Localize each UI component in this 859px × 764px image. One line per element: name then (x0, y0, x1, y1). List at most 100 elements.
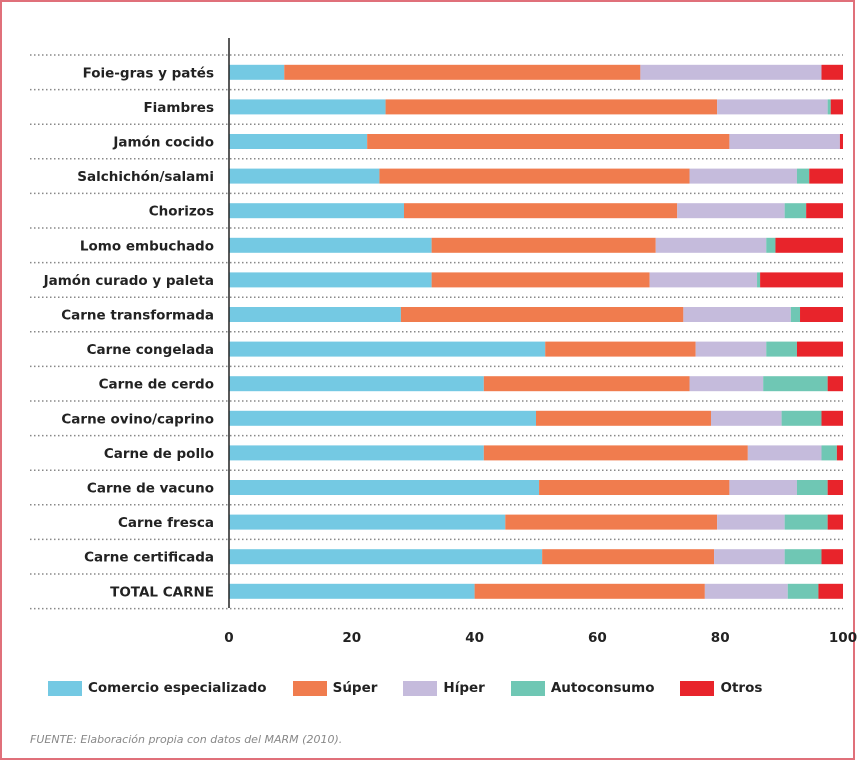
bar-segment (689, 376, 764, 392)
bar-segment (695, 341, 767, 357)
bar-segment (689, 168, 797, 184)
legend-item: Autoconsumo (510, 680, 655, 696)
bar-segment (229, 514, 506, 530)
legend-label: Híper (443, 680, 485, 696)
bar-segment (229, 480, 540, 495)
bar-segment (229, 272, 432, 288)
x-tick-label: 80 (711, 630, 730, 646)
legend-label: Súper (332, 680, 378, 696)
bar-segment (827, 480, 843, 495)
bar-segment (229, 410, 536, 426)
bar-segment (818, 583, 843, 599)
bar-segment (474, 583, 705, 599)
bar-segment (400, 307, 684, 322)
bar-segment (649, 272, 758, 288)
bars-group (229, 64, 843, 599)
legend-item: Súper (292, 680, 378, 696)
bar-segment (796, 168, 810, 184)
bar-segment (747, 445, 822, 461)
bar-segment (830, 99, 843, 115)
x-tick-label: 40 (465, 630, 484, 646)
bar-segment (766, 341, 797, 357)
legend-item: Híper (403, 680, 485, 696)
bar-segment (229, 549, 543, 565)
category-label: Carne de vacuno (87, 481, 214, 497)
bar-segment (284, 64, 641, 80)
bar-segment (229, 376, 484, 392)
bar-segment (760, 272, 843, 288)
category-label: Carne congelada (87, 342, 214, 358)
category-label: Jamón curado y paleta (43, 273, 214, 289)
bar-segment (536, 410, 711, 426)
bar-segment (683, 307, 791, 322)
bar-segment (821, 64, 843, 80)
bar-segment (704, 583, 788, 599)
category-label: Carne de pollo (104, 446, 214, 462)
legend-swatch (403, 680, 438, 696)
bar-segment (781, 410, 822, 426)
bar-segment (545, 341, 696, 357)
legend-label: Autoconsumo (550, 680, 655, 696)
bar-segment (717, 99, 828, 115)
bar-segment (229, 203, 404, 219)
bar-segment (229, 64, 285, 80)
bar-segment (763, 376, 828, 392)
category-label: Carne fresca (118, 515, 214, 531)
category-label: TOTAL CARNE (110, 584, 214, 600)
bar-segment (796, 341, 843, 357)
bar-segment (717, 514, 785, 530)
bar-segment (539, 480, 730, 495)
bar-segment (677, 203, 785, 219)
bar-segment (827, 99, 831, 115)
bar-segment (431, 237, 656, 253)
legend-label: Comercio especializado (88, 680, 267, 696)
bar-segment (640, 64, 822, 80)
bar-segment (229, 134, 368, 149)
category-label: Carne transformada (61, 308, 214, 324)
bar-segment (403, 203, 678, 219)
bar-segment (839, 134, 843, 149)
category-labels: Foie-gras y patés Fiambres Jamón cocido Sal… (43, 65, 214, 600)
bar-segment (806, 203, 843, 219)
bar-segment (367, 134, 730, 149)
bar-segment (505, 514, 718, 530)
legend-swatch (680, 680, 715, 696)
bar-segment (827, 376, 843, 392)
legend-item: Otros (680, 680, 762, 696)
legend-label: Otros (720, 680, 763, 696)
legend-swatch (510, 680, 545, 696)
bar-segment (775, 237, 843, 253)
bar-segment (784, 203, 807, 219)
bar-segment (800, 307, 843, 322)
bar-segment (229, 307, 401, 322)
bar-segment (784, 549, 822, 565)
bar-segment (790, 307, 801, 322)
bar-segment (787, 583, 819, 599)
x-tick-label: 100 (829, 630, 857, 646)
bar-segment (827, 514, 843, 530)
category-label: Chorizos (149, 204, 214, 220)
bar-segment (729, 134, 840, 149)
category-label: Salchichón/salami (77, 169, 214, 185)
category-label: Foie-gras y patés (83, 65, 214, 81)
x-tick-label: 60 (588, 630, 607, 646)
category-label: Jamón cocido (112, 135, 214, 151)
bar-segment (379, 168, 690, 184)
legend-swatch (292, 680, 327, 696)
category-label: Carne de cerdo (99, 377, 214, 393)
stacked-bar-chart: Foie-gras y patés Fiambres Jamón cocido Sal… (30, 38, 857, 646)
bar-segment (809, 168, 843, 184)
category-label: Carne ovino/caprino (61, 411, 214, 427)
category-label: Carne certificada (84, 550, 214, 566)
bar-segment (784, 514, 828, 530)
bar-segment (542, 549, 715, 565)
bar-segment (229, 341, 546, 357)
x-tick-labels: 0 20 40 60 80 100 (224, 630, 857, 646)
bar-segment (483, 376, 690, 392)
bar-segment (821, 549, 843, 565)
x-tick-label: 0 (224, 630, 233, 646)
bar-segment (655, 237, 767, 253)
bar-segment (229, 168, 380, 184)
category-label: Lomo embuchado (80, 238, 214, 254)
